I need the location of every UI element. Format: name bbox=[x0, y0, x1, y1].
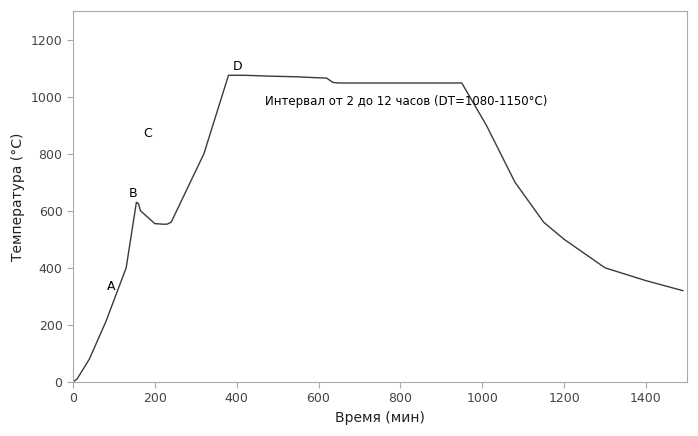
X-axis label: Время (мин): Время (мин) bbox=[335, 411, 425, 425]
Text: B: B bbox=[129, 187, 138, 200]
Text: C: C bbox=[143, 127, 152, 140]
Y-axis label: Температура (°C): Температура (°C) bbox=[11, 133, 25, 261]
Text: Интервал от 2 до 12 часов (DT=1080-1150°C): Интервал от 2 до 12 часов (DT=1080-1150°… bbox=[265, 95, 548, 108]
Text: D: D bbox=[232, 60, 242, 73]
Text: A: A bbox=[107, 280, 115, 293]
